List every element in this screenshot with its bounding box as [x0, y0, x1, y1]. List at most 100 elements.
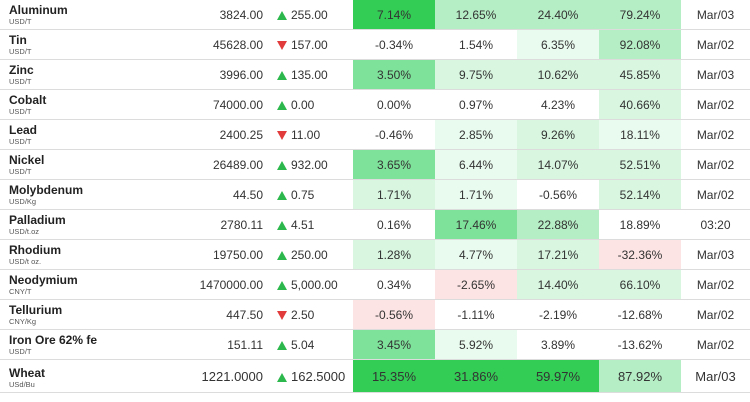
date-value: Mar/03 [695, 368, 736, 384]
price-value: 151.11 [227, 337, 263, 352]
commodity-name[interactable]: Molybdenum [9, 183, 83, 197]
price-cell: 44.50 [144, 179, 269, 210]
change-value: 135.00 [291, 67, 328, 82]
month-pct-cell: 14.07% [517, 149, 599, 180]
day-pct: -0.56% [374, 307, 414, 322]
table-row[interactable]: Molybdenum USD/Kg 44.50 0.75 1.71% 1.71%… [0, 179, 750, 210]
change-cell: 157.00 [269, 29, 353, 60]
price-value: 2400.25 [219, 127, 263, 142]
day-pct-cell: 7.14% [353, 0, 435, 30]
table-row[interactable]: Iron Ore 62% fe USD/T 151.11 5.04 3.45% … [0, 329, 750, 360]
month-pct-cell: 10.62% [517, 59, 599, 90]
price-cell: 1470000.00 [144, 269, 269, 300]
day-pct-cell: -0.34% [353, 29, 435, 60]
name-cell: Neodymium CNY/T [0, 269, 144, 300]
commodity-unit: USD/T [9, 167, 32, 176]
change-value: 2.50 [291, 307, 315, 322]
commodity-unit: USD/T [9, 77, 32, 86]
commodity-name[interactable]: Cobalt [9, 93, 47, 107]
commodity-name[interactable]: Tellurium [9, 303, 63, 317]
week-pct: 2.85% [458, 127, 494, 142]
week-pct-cell: 17.46% [435, 209, 517, 240]
name-cell: Tellurium CNY/Kg [0, 299, 144, 330]
table-row[interactable]: Zinc USD/T 3996.00 135.00 3.50% 9.75% 10… [0, 59, 750, 90]
arrow-up-icon [277, 280, 287, 290]
commodity-name[interactable]: Nickel [9, 153, 45, 167]
year-pct-cell: 66.10% [599, 269, 681, 300]
commodity-name[interactable]: Zinc [9, 63, 34, 77]
change-cell: 932.00 [269, 149, 353, 180]
change-cell: 4.51 [269, 209, 353, 240]
year-pct-cell: -12.68% [599, 299, 681, 330]
commodity-unit: USD/Kg [9, 197, 37, 206]
table-row[interactable]: Cobalt USD/T 74000.00 0.00 0.00% 0.97% 4… [0, 89, 750, 120]
commodity-unit: CNY/T [9, 287, 32, 296]
table-row[interactable]: Rhodium USD/t oz. 19750.00 250.00 1.28% … [0, 239, 750, 270]
change-cell: 135.00 [269, 59, 353, 90]
commodity-name[interactable]: Tin [9, 33, 27, 47]
price-cell: 3824.00 [144, 0, 269, 30]
table-row[interactable]: Nickel USD/T 26489.00 932.00 3.65% 6.44%… [0, 149, 750, 180]
day-pct: 0.16% [376, 217, 412, 232]
week-pct-cell: 31.86% [435, 359, 517, 393]
commodity-name[interactable]: Neodymium [9, 273, 78, 287]
commodity-name[interactable]: Lead [9, 123, 38, 137]
price-value: 1221.0000 [201, 368, 263, 384]
date-value: Mar/02 [696, 277, 735, 292]
week-pct: 5.92% [458, 337, 494, 352]
table-row[interactable]: Tin USD/T 45628.00 157.00 -0.34% 1.54% 6… [0, 29, 750, 60]
price-value: 1470000.00 [199, 277, 263, 292]
price-value: 74000.00 [212, 97, 263, 112]
commodity-name[interactable]: Aluminum [9, 3, 68, 17]
arrow-up-icon [277, 70, 287, 80]
week-pct-cell: 12.65% [435, 0, 517, 30]
arrow-up-icon [277, 10, 287, 20]
month-pct-cell: 59.97% [517, 359, 599, 393]
week-pct-cell: 0.97% [435, 89, 517, 120]
date-cell: Mar/02 [681, 29, 750, 60]
price-cell: 19750.00 [144, 239, 269, 270]
date-value: Mar/02 [696, 97, 735, 112]
commodity-unit: USD/t.oz [9, 227, 40, 236]
arrow-up-icon [277, 100, 287, 110]
table-row[interactable]: Tellurium CNY/Kg 447.50 2.50 -0.56% -1.1… [0, 299, 750, 330]
table-row[interactable]: Aluminum USD/T 3824.00 255.00 7.14% 12.6… [0, 0, 750, 30]
featured-row[interactable]: Wheat USd/Bu 1221.0000 162.5000 15.35% 3… [0, 359, 750, 393]
price-cell: 1221.0000 [144, 359, 269, 393]
month-pct: -2.19% [538, 307, 578, 322]
month-pct: 24.40% [537, 7, 579, 22]
table-row[interactable]: Neodymium CNY/T 1470000.00 5,000.00 0.34… [0, 269, 750, 300]
arrow-down-icon [277, 40, 287, 50]
day-pct-cell: 3.50% [353, 59, 435, 90]
arrow-down-icon [277, 130, 287, 140]
year-pct: 45.85% [619, 67, 661, 82]
change-value: 255.00 [291, 7, 328, 22]
date-value: Mar/02 [696, 307, 735, 322]
name-cell: Iron Ore 62% fe USD/T [0, 329, 144, 360]
year-pct-cell: -32.36% [599, 239, 681, 270]
month-pct: 17.21% [537, 247, 579, 262]
week-pct-cell: 9.75% [435, 59, 517, 90]
commodity-name[interactable]: Wheat [9, 365, 45, 380]
change-value: 4.51 [291, 217, 315, 232]
date-cell: Mar/03 [681, 359, 750, 393]
week-pct-cell: 6.44% [435, 149, 517, 180]
commodity-name[interactable]: Iron Ore 62% fe [9, 333, 98, 347]
commodity-name[interactable]: Palladium [9, 213, 66, 227]
commodity-unit: USD/T [9, 107, 32, 116]
week-pct: -2.65% [456, 277, 496, 292]
month-pct-cell: -2.19% [517, 299, 599, 330]
year-pct: 40.66% [619, 97, 661, 112]
change-value: 0.75 [291, 187, 315, 202]
table-row[interactable]: Palladium USD/t.oz 2780.11 4.51 0.16% 17… [0, 209, 750, 240]
week-pct-cell: -1.11% [435, 299, 517, 330]
commodity-name[interactable]: Rhodium [9, 243, 61, 257]
week-pct: 6.44% [458, 157, 494, 172]
price-cell: 447.50 [144, 299, 269, 330]
table-row[interactable]: Lead USD/T 2400.25 11.00 -0.46% 2.85% 9.… [0, 119, 750, 150]
change-value: 157.00 [291, 37, 328, 52]
week-pct-cell: 5.92% [435, 329, 517, 360]
year-pct-cell: 18.89% [599, 209, 681, 240]
day-pct: 1.71% [376, 187, 412, 202]
price-value: 26489.00 [212, 157, 263, 172]
